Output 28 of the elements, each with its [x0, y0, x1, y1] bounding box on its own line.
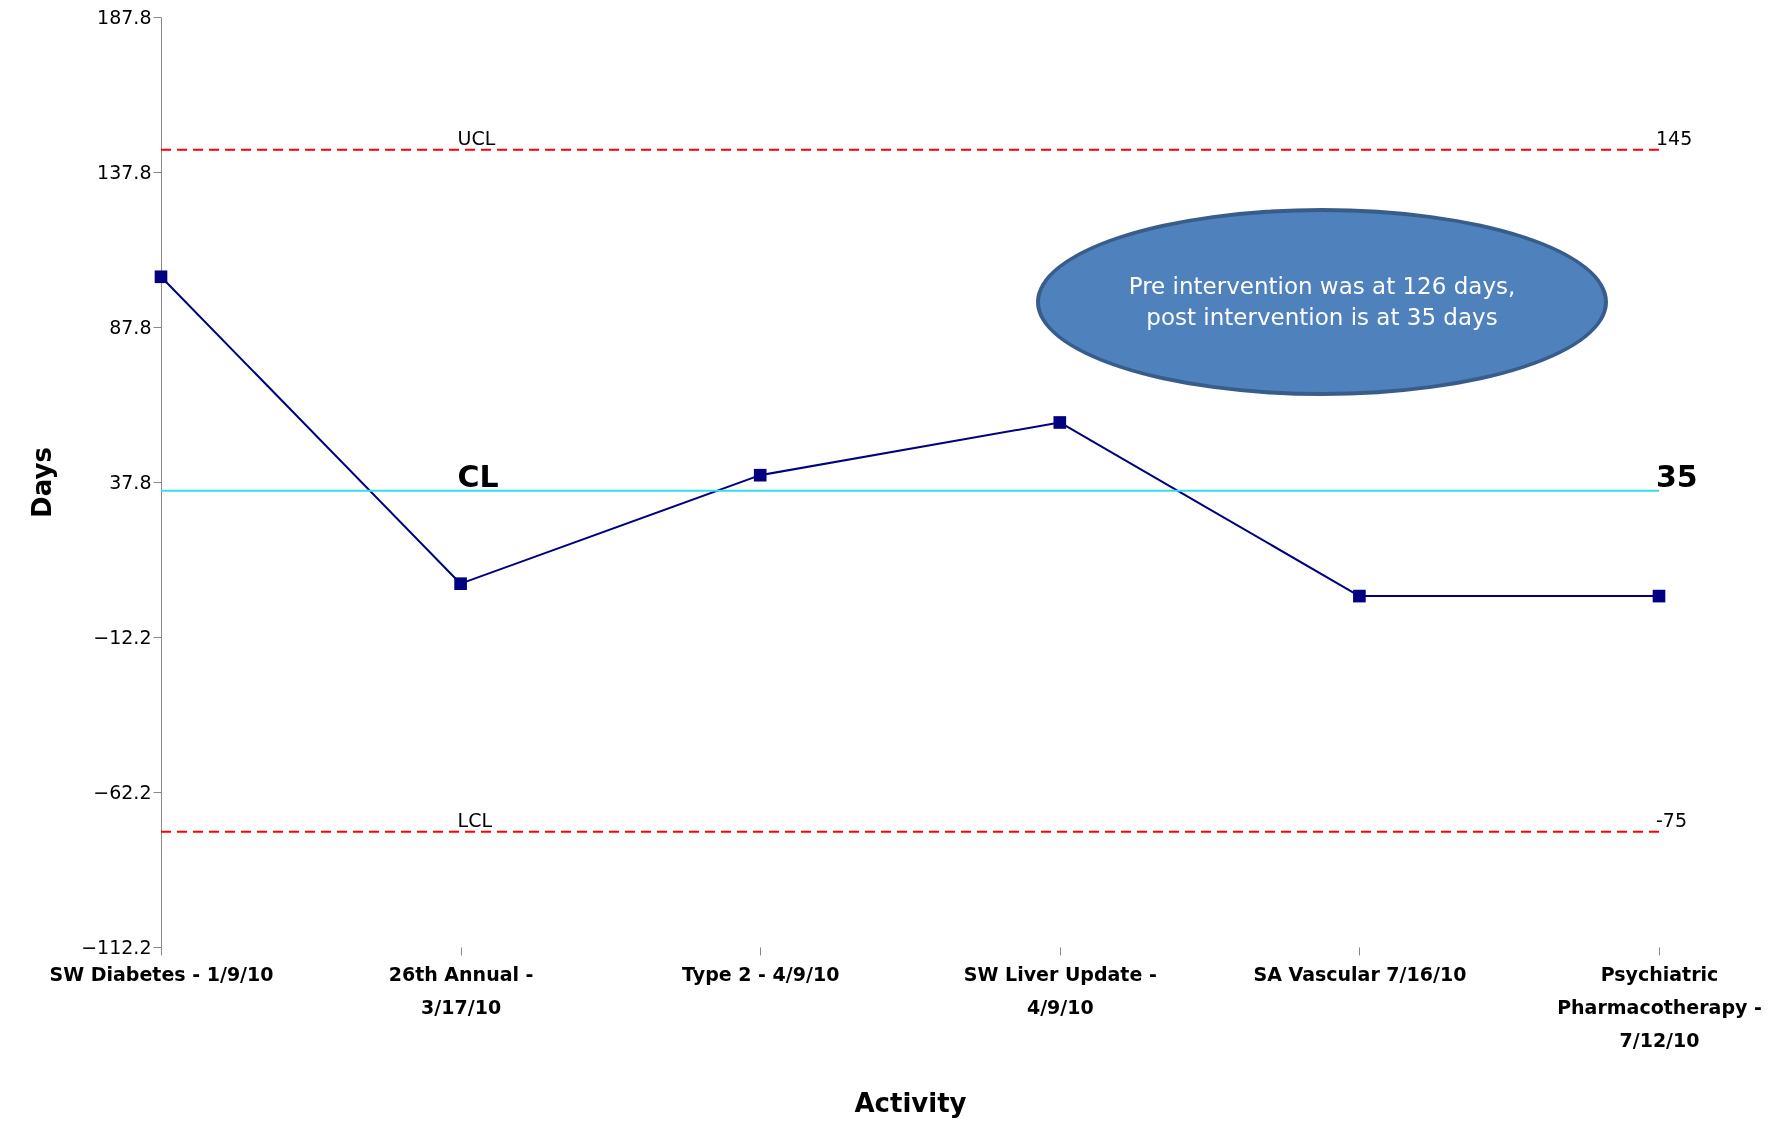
y-tick-label: −112.2 — [81, 935, 152, 958]
point — [154, 270, 168, 284]
ref-line-label: UCL — [457, 126, 496, 149]
point — [1353, 589, 1366, 603]
y-tick-label: 187.8 — [97, 5, 152, 28]
annotation: 35 — [1656, 458, 1698, 494]
annotation: -75 — [1656, 808, 1688, 831]
x-tick-label: SW Diabetes - 1/9/10 — [49, 962, 274, 985]
point — [454, 577, 467, 590]
y-tick-label: 137.8 — [97, 160, 152, 183]
point — [1053, 416, 1067, 429]
x-tick-label: Type 2 - 4/9/10 — [682, 962, 840, 985]
point — [1652, 589, 1666, 603]
y-tick-label: 37.8 — [109, 470, 152, 493]
x-tick-label: 26th Annual - 3/17/10 — [388, 962, 534, 1018]
point — [753, 468, 767, 482]
y-axis-title: Days — [27, 447, 58, 518]
x-tick-label: SW Liver Update - 4/9/10 — [963, 962, 1157, 1018]
annotation: 145 — [1656, 126, 1693, 149]
annotation: Pre intervention was at 126 days, post intervention is at 35 days — [1127, 271, 1517, 332]
ref-line-label: CL — [457, 458, 499, 494]
x-axis-title: Activity — [854, 1087, 967, 1118]
y-tick-label: 87.8 — [109, 315, 152, 338]
ref-line-label: LCL — [457, 808, 493, 831]
x-tick-label: SA Vascular 7/16/10 — [1253, 962, 1467, 985]
y-tick-label: −62.2 — [93, 780, 152, 803]
y-tick-label: −12.2 — [93, 625, 152, 648]
x-tick-label: Psychiatric Pharmacotherapy - 7/12/10 — [1557, 962, 1762, 1051]
